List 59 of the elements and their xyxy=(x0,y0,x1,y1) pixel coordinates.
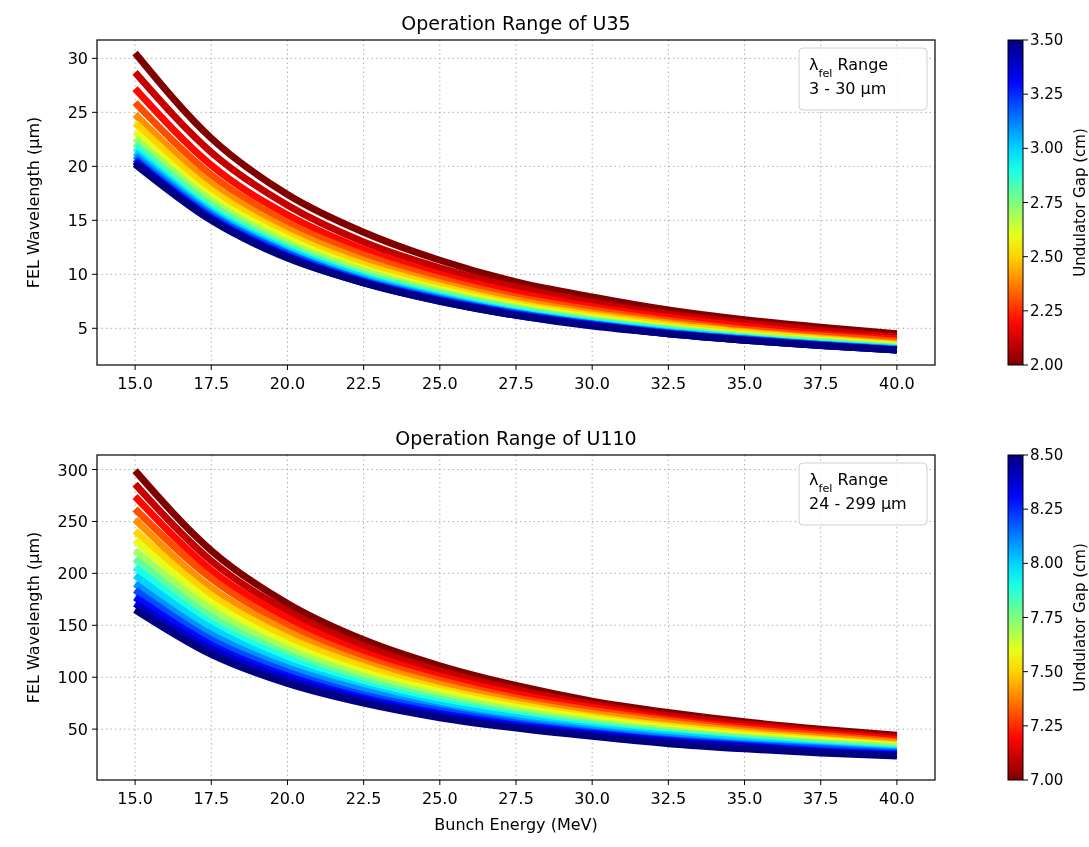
annotation: 3 - 30 μm xyxy=(809,79,887,98)
y-tick-label: 10 xyxy=(67,265,88,285)
x-tick-label: 30.0 xyxy=(574,789,610,808)
y-tick-label: 200 xyxy=(57,564,88,584)
color-bar-title: Undulator Gap (cm) xyxy=(1071,543,1089,692)
y-tick-label: 250 xyxy=(57,512,88,532)
y-tick-label: 5 xyxy=(77,319,88,339)
x-tick-label: 32.5 xyxy=(650,374,687,393)
x-tick-label: 22.5 xyxy=(345,374,382,393)
chart-title: Operation Range of U35 xyxy=(401,12,631,34)
x-axis-title: Bunch Energy (MeV) xyxy=(434,815,598,834)
x-tick-label: 32.5 xyxy=(650,789,687,808)
x-tick-label: 25.0 xyxy=(422,374,458,393)
x-tick-label: 17.5 xyxy=(193,374,230,393)
x-tick-label: 37.5 xyxy=(802,374,839,393)
y-axis-title: FEL Wavelength (μm) xyxy=(24,116,43,289)
x-tick-label: 17.5 xyxy=(193,789,230,808)
annotation: λ$_{fel}$ Range xyxy=(809,470,889,495)
color-bar-label: 7.00 xyxy=(1030,771,1064,789)
y-tick-label: 150 xyxy=(57,616,88,636)
color-bar-label: 8.00 xyxy=(1030,554,1064,573)
y-tick-label: 100 xyxy=(57,668,88,688)
y-tick-label: 15 xyxy=(67,211,88,231)
color-bar-label: 2.25 xyxy=(1030,301,1064,320)
x-tick-label: 40.0 xyxy=(879,789,915,808)
x-tick-label: 37.5 xyxy=(802,789,839,808)
color-bar-title: Undulator Gap (cm) xyxy=(1071,128,1089,277)
annotation: λ$_{fel}$ Range xyxy=(809,55,889,80)
x-tick-label: 40.0 xyxy=(879,374,915,393)
y-tick-label: 25 xyxy=(67,103,88,123)
color-bar-label: 3.00 xyxy=(1030,139,1064,158)
y-tick-label: 30 xyxy=(67,49,88,69)
x-tick-label: 20.0 xyxy=(269,789,306,808)
x-tick-label: 25.0 xyxy=(422,789,458,808)
annotation: 24 - 299 μm xyxy=(809,494,907,513)
color-bar-label: 7.50 xyxy=(1030,662,1064,681)
y-tick-label: 50 xyxy=(67,720,88,740)
color-bar-label: 8.50 xyxy=(1030,446,1064,464)
x-tick-label: 27.5 xyxy=(498,789,534,808)
x-tick-label: 35.0 xyxy=(726,374,763,393)
x-tick-label: 20.0 xyxy=(269,374,306,393)
x-tick-label: 35.0 xyxy=(726,789,763,808)
y-tick-label: 300 xyxy=(57,460,88,480)
x-tick-label: 15.0 xyxy=(117,789,153,808)
x-tick-label: 27.5 xyxy=(498,374,534,393)
y-axis-title: FEL Wavelength (μm) xyxy=(24,531,43,704)
color-bar-label: 3.25 xyxy=(1030,85,1064,104)
x-tick-label: 22.5 xyxy=(345,789,382,808)
chart-title: Operation Range of U110 xyxy=(395,427,637,449)
x-tick-label: 15.0 xyxy=(117,374,153,393)
color-bar-label: 3.50 xyxy=(1030,31,1064,49)
color-bar-label: 2.50 xyxy=(1030,247,1064,266)
color-bar-label: 8.25 xyxy=(1030,500,1064,519)
color-bar-label: 7.25 xyxy=(1030,716,1064,735)
color-bar-label: 2.75 xyxy=(1030,193,1064,212)
x-tick-label: 30.0 xyxy=(574,374,610,393)
y-tick-label: 20 xyxy=(67,157,88,177)
color-bar-label: 2.00 xyxy=(1030,356,1064,374)
color-bar-label: 7.75 xyxy=(1030,608,1064,627)
